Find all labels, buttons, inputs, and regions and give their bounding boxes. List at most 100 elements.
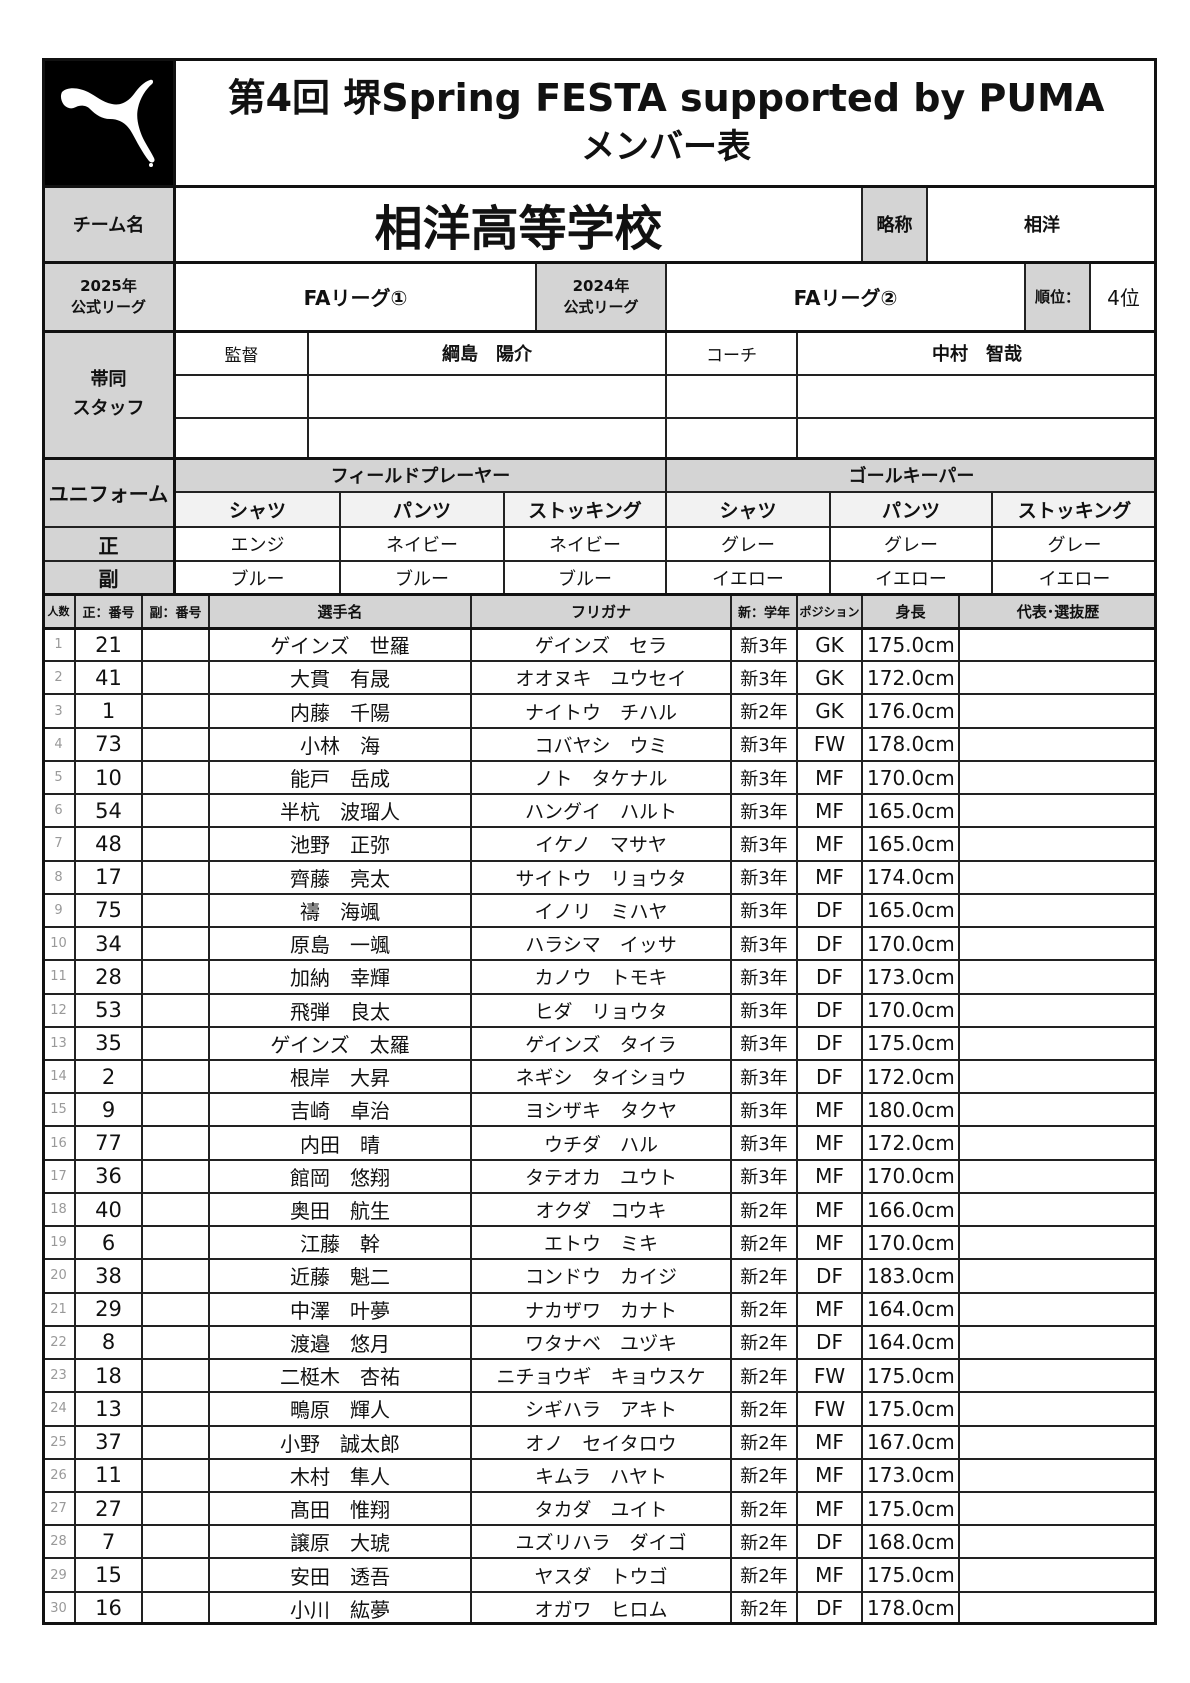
player-furigana-text: コンドウ カイジ [524, 1266, 677, 1289]
row-index: 20 [42, 1259, 75, 1293]
secondary-number [142, 1126, 209, 1160]
secondary-label-text: 副 [98, 567, 119, 591]
player-name: 原島 一颯 [209, 927, 471, 961]
player-furigana: カノウ トモキ [471, 960, 731, 994]
position: MF [797, 1491, 862, 1526]
uniform-item-header-text: パンツ [393, 500, 451, 522]
player-name: 二梃木 杏祐 [209, 1359, 471, 1393]
row-index: 8 [42, 860, 75, 894]
primary-number-text: 7 [101, 1529, 116, 1554]
player-name: 譲原 大琥 [209, 1525, 471, 1559]
staff-name-text: 中村 智哉 [932, 344, 1022, 365]
column-header: 身長 [862, 594, 959, 628]
player-furigana: ワタナベ ユヅキ [471, 1325, 731, 1360]
player-name: 半杭 波瑠人 [209, 794, 471, 828]
uniform-secondary-color-text: イエロー [1038, 568, 1111, 590]
uniform-primary-color: グレー [666, 527, 830, 561]
primary-number-text: 2 [101, 1064, 116, 1089]
column-header: 副：番号 [142, 594, 209, 628]
height: 164.0cm [862, 1325, 959, 1360]
grade: 新2年 [731, 1591, 797, 1625]
height: 172.0cm [862, 1126, 959, 1160]
row-index: 16 [42, 1126, 75, 1160]
position-text: MF [815, 831, 844, 856]
position-text: MF [815, 1463, 844, 1488]
grade: 新3年 [731, 661, 797, 695]
position: DF [797, 1259, 862, 1293]
position-text: FW [813, 1396, 846, 1421]
title: 第4回 堺Spring FESTA supported by PUMA [227, 76, 1105, 121]
primary-number-text: 75 [95, 898, 122, 923]
rank-label: 順位： [1025, 262, 1090, 331]
primary-number-text: 73 [95, 732, 122, 757]
representative-history [959, 694, 1157, 728]
uniform-secondary-color: イエロー [830, 561, 992, 594]
grade: 新2年 [731, 1558, 797, 1592]
primary-number-text: 41 [95, 665, 122, 690]
grade-text: 新3年 [740, 1134, 788, 1156]
height-text: 175.0cm [867, 1363, 955, 1388]
height-text: 170.0cm [867, 765, 955, 790]
height-text: 183.0cm [867, 1263, 955, 1288]
row-index-text: 19 [50, 1235, 67, 1251]
secondary-number [142, 1226, 209, 1260]
uniform-primary-color-text: ネイビー [549, 535, 621, 556]
player-furigana-text: ヤスダ トウゴ [534, 1565, 668, 1588]
primary-number: 53 [75, 993, 142, 1027]
primary-number: 36 [75, 1159, 142, 1193]
position: FW [797, 727, 862, 761]
player-furigana-text: ナイトウ チハル [524, 701, 677, 724]
uniform-secondary-color: イエロー [992, 561, 1157, 594]
primary-number: 34 [75, 927, 142, 961]
representative-history [959, 794, 1157, 828]
primary-number-text: 8 [101, 1330, 116, 1355]
position-text: GK [815, 699, 844, 724]
label-line: 公式リーグ [70, 297, 146, 316]
primary-number-text: 18 [95, 1363, 122, 1388]
position-text: MF [815, 1297, 844, 1322]
height: 180.0cm [862, 1093, 959, 1127]
primary-number-text: 15 [95, 1563, 122, 1588]
rank-text: 4位 [1107, 286, 1140, 310]
row-index: 22 [42, 1325, 75, 1360]
grade-text: 新3年 [740, 668, 788, 690]
row-index: 26 [42, 1458, 75, 1492]
height: 165.0cm [862, 893, 959, 928]
position-text: GK [815, 632, 844, 657]
height: 173.0cm [862, 1458, 959, 1492]
staff-name [308, 375, 666, 418]
representative-history [959, 993, 1157, 1027]
column-header: フリガナ [471, 594, 731, 628]
height-text: 165.0cm [867, 798, 955, 823]
representative-history [959, 1026, 1157, 1060]
league-2024-text: FAリーグ② [793, 286, 898, 310]
grade: 新2年 [731, 1259, 797, 1293]
column-header: 人数 [42, 594, 75, 628]
grade-text: 新2年 [740, 702, 788, 724]
height-text: 165.0cm [867, 831, 955, 856]
primary-number-text: 37 [95, 1430, 122, 1455]
row-index: 15 [42, 1093, 75, 1127]
player-furigana: シギハラ アキト [471, 1392, 731, 1426]
position-text: MF [815, 1164, 844, 1189]
secondary-label: 副 [42, 561, 175, 594]
height: 175.0cm [862, 1359, 959, 1393]
position: DF [797, 1059, 862, 1094]
column-header-text: 新：学年 [737, 605, 790, 621]
height: 168.0cm [862, 1525, 959, 1559]
uniform-item-header-text: パンツ [882, 500, 940, 522]
primary-number-text: 10 [95, 765, 122, 790]
league-2025-text: FAリーグ① [303, 286, 408, 310]
player-name-text: 二梃木 杏祐 [280, 1365, 400, 1390]
position: MF [797, 827, 862, 861]
staff-role [666, 375, 797, 418]
position-text: DF [816, 1596, 843, 1621]
primary-number: 16 [75, 1591, 142, 1625]
staff-label: 帯同 スタッフ [42, 331, 175, 458]
player-furigana: サイトウ リョウタ [471, 860, 731, 894]
grade-text: 新3年 [740, 1034, 788, 1056]
section-divider [42, 457, 1157, 460]
player-name-text: 譲原 大琥 [290, 1531, 390, 1556]
position-text: MF [815, 1097, 844, 1122]
row-index: 4 [42, 727, 75, 761]
